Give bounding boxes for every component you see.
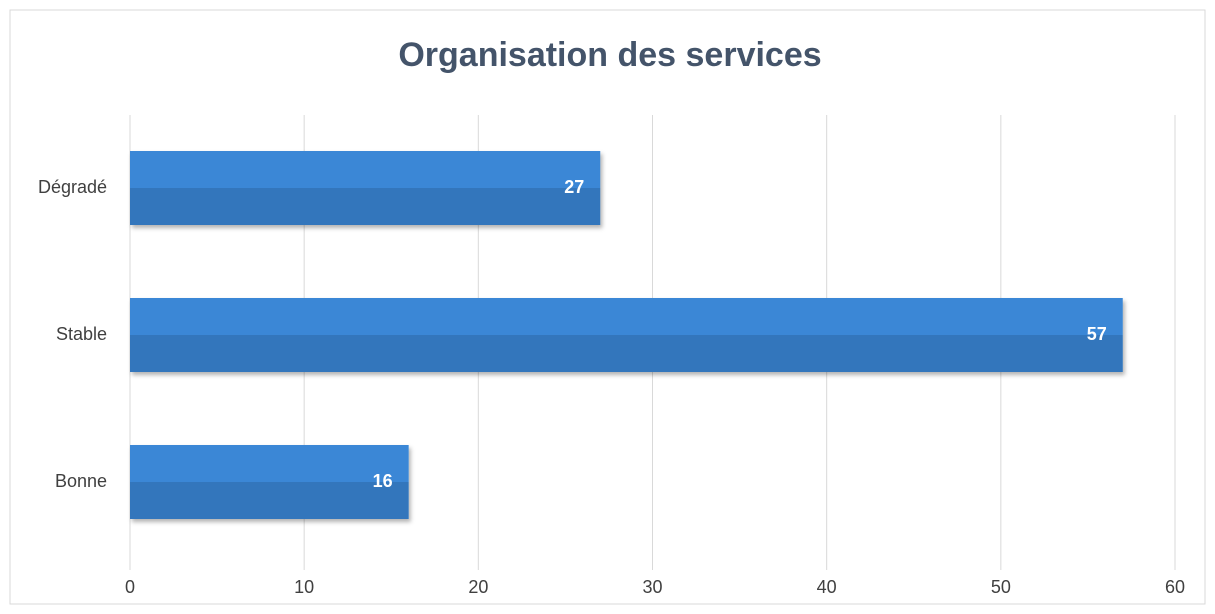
x-tick-label: 0	[125, 577, 135, 597]
data-label: 57	[1087, 324, 1107, 344]
y-tick-label: Dégradé	[38, 177, 107, 197]
bar	[130, 298, 1123, 372]
y-tick-label: Stable	[56, 324, 107, 344]
x-tick-label: 30	[642, 577, 662, 597]
x-tick-label: 40	[817, 577, 837, 597]
data-label: 16	[373, 471, 393, 491]
x-tick-label: 50	[991, 577, 1011, 597]
y-tick-label: Bonne	[55, 471, 107, 491]
bar-shade	[130, 188, 601, 225]
x-tick-label: 20	[468, 577, 488, 597]
bar-shade	[130, 335, 1123, 372]
bar-shade	[130, 482, 409, 519]
x-tick-label: 60	[1165, 577, 1185, 597]
data-label: 27	[564, 177, 584, 197]
x-tick-label: 10	[294, 577, 314, 597]
bar	[130, 151, 601, 225]
bar	[130, 445, 409, 519]
chart-title: Organisation des services	[398, 36, 821, 74]
